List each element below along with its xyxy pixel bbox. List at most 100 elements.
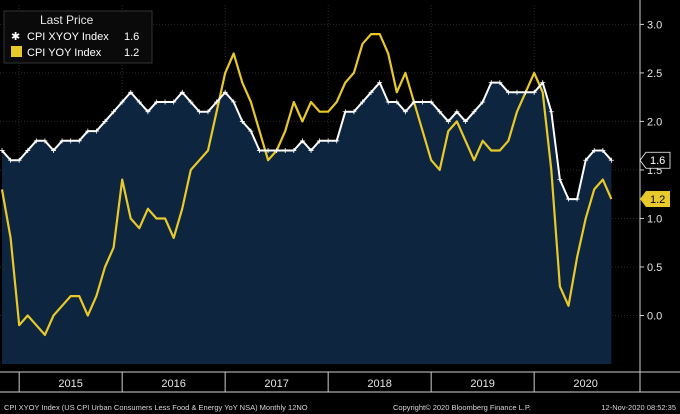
cpi-xyoy-point	[325, 138, 331, 144]
cpi-xyoy-point	[385, 99, 391, 105]
cpi-xyoy-point	[557, 177, 563, 183]
last-price-label-cpi-xyoy: 1.6	[639, 151, 671, 169]
cpi-xyoy-point	[334, 138, 340, 144]
legend-item-cpi-yoy: CPI YOY Index	[27, 47, 102, 59]
cpi-xyoy-point	[608, 157, 614, 163]
cpi-xyoy-point	[256, 148, 262, 154]
cpi-xyoy-point	[136, 99, 142, 105]
x-tick-label: 2018	[367, 378, 391, 390]
grid-lines	[0, 0, 680, 393]
cpi-xyoy-point	[574, 196, 580, 202]
cpi-xyoy-point	[480, 99, 486, 105]
cpi-xyoy-point	[231, 99, 237, 105]
cpi-xyoy-point	[119, 99, 125, 105]
cpi-xyoy-point	[359, 99, 365, 105]
cpi-xyoy-point	[188, 99, 194, 105]
cpi-xyoy-point	[42, 138, 48, 144]
cpi-xyoy-point	[93, 128, 99, 134]
cpi-xyoy-point	[471, 109, 477, 115]
cpi-xyoy-point	[428, 99, 434, 105]
y-tick-label: 0.0	[647, 310, 662, 322]
cpi-xyoy-point	[239, 118, 245, 124]
cpi-xyoy-point	[291, 148, 297, 154]
cpi-xyoy-point	[171, 99, 177, 105]
cpi-xyoy-point	[50, 148, 56, 154]
cpi-xyoy-point	[16, 157, 22, 163]
cpi-xyoy-point	[351, 109, 357, 115]
cpi-xyoy-point	[411, 99, 417, 105]
last-price-tag	[640, 191, 670, 208]
cpi-xyoy-point	[299, 138, 305, 144]
cpi-xyoy-point	[274, 148, 280, 154]
last-price-value: 1.6	[650, 155, 665, 167]
cpi-xyoy-point	[394, 99, 400, 105]
legend-value-cpi-xyoy: 1.6	[124, 31, 139, 43]
x-axis: 2015 2016 2017 2018 2019 2020	[18, 372, 598, 392]
cpi-xyoy-point	[76, 138, 82, 144]
cpi-xyoy-point	[248, 128, 254, 134]
cpi-xyoy-point	[317, 138, 323, 144]
last-price-tag	[639, 151, 671, 169]
cpi-xyoy-point	[565, 196, 571, 202]
cpi-xyoy-point	[102, 118, 108, 124]
cpi-xyoy-point	[462, 118, 468, 124]
cpi-xyoy-point	[342, 109, 348, 115]
cpi-xyoy-point	[128, 89, 134, 95]
last-price-value: 1.2	[650, 194, 665, 206]
cpi-xyoy-point	[437, 109, 443, 115]
cpi-xyoy-point	[162, 99, 168, 105]
cpi-xyoy-point	[497, 80, 503, 86]
cpi-xyoy-point	[25, 148, 31, 154]
footer-timestamp: 12-Nov-2020 08:52:35	[601, 403, 676, 412]
cpi-xyoy-point	[68, 138, 74, 144]
cpi-xyoy-point	[368, 89, 374, 95]
cpi-xyoy-point	[377, 80, 383, 86]
cpi-xyoy-point	[85, 128, 91, 134]
cpi-xyoy-point	[205, 109, 211, 115]
cpi-xyoy-point	[196, 109, 202, 115]
x-tick-label: 2020	[573, 378, 597, 390]
cpi-xyoy-point	[514, 89, 520, 95]
cpi-xyoy-point	[145, 109, 151, 115]
last-price-labels: 1.6 1.2	[639, 151, 671, 208]
x-tick-label: 2016	[161, 378, 185, 390]
cpi-xyoy-point	[523, 89, 529, 95]
y-tick-label: 1.0	[647, 213, 662, 225]
cpi-xyoy-point	[488, 80, 494, 86]
cpi-xyoy-point	[59, 138, 65, 144]
cpi-xyoy-point	[540, 80, 546, 86]
cpi-xyoy-point	[0, 148, 5, 154]
cpi-xyoy-point	[445, 118, 451, 124]
last-price-label-cpi-yoy: 1.2	[640, 191, 670, 208]
cpi-xyoy-area	[2, 82, 612, 364]
x-tick-label: 2019	[470, 378, 494, 390]
cpi-xyoy-point	[8, 157, 14, 163]
legend-title: Last Price	[40, 13, 94, 27]
y-tick-label: 2.5	[647, 68, 662, 80]
cpi-xyoy-point	[531, 89, 537, 95]
white-star-icon: ✱	[11, 31, 20, 43]
y-tick-label: 3.0	[647, 19, 662, 31]
cpi-xyoy-point	[548, 109, 554, 115]
cpi-xyoy-point	[402, 109, 408, 115]
legend-box	[3, 10, 153, 64]
legend-value-cpi-yoy: 1.2	[124, 47, 139, 59]
cpi-xyoy-point	[265, 148, 271, 154]
cpi-xyoy-point	[505, 89, 511, 95]
footer: CPI XYOY Index (US CPI Urban Consumers L…	[4, 403, 676, 412]
footer-copyright: Copyright© 2020 Bloomberg Finance L.P.	[393, 403, 531, 412]
cpi-xyoy-point	[308, 148, 314, 154]
cpi-xyoy-point	[600, 148, 606, 154]
cpi-xyoy-point	[222, 89, 228, 95]
cpi-xyoy-point	[282, 148, 288, 154]
yellow-square-icon	[11, 46, 22, 57]
y-tick-label: 0.5	[647, 262, 662, 274]
cpi-xyoy-point	[591, 148, 597, 154]
cpi-xyoy-point	[214, 99, 220, 105]
cpi-xyoy-point	[179, 89, 185, 95]
x-tick-label: 2015	[58, 378, 82, 390]
cpi-xyoy-point	[454, 109, 460, 115]
legend: Last Price ✱ CPI XYOY Index 1.6 CPI YOY …	[3, 10, 153, 64]
legend-item-cpi-xyoy: CPI XYOY Index	[27, 31, 109, 43]
